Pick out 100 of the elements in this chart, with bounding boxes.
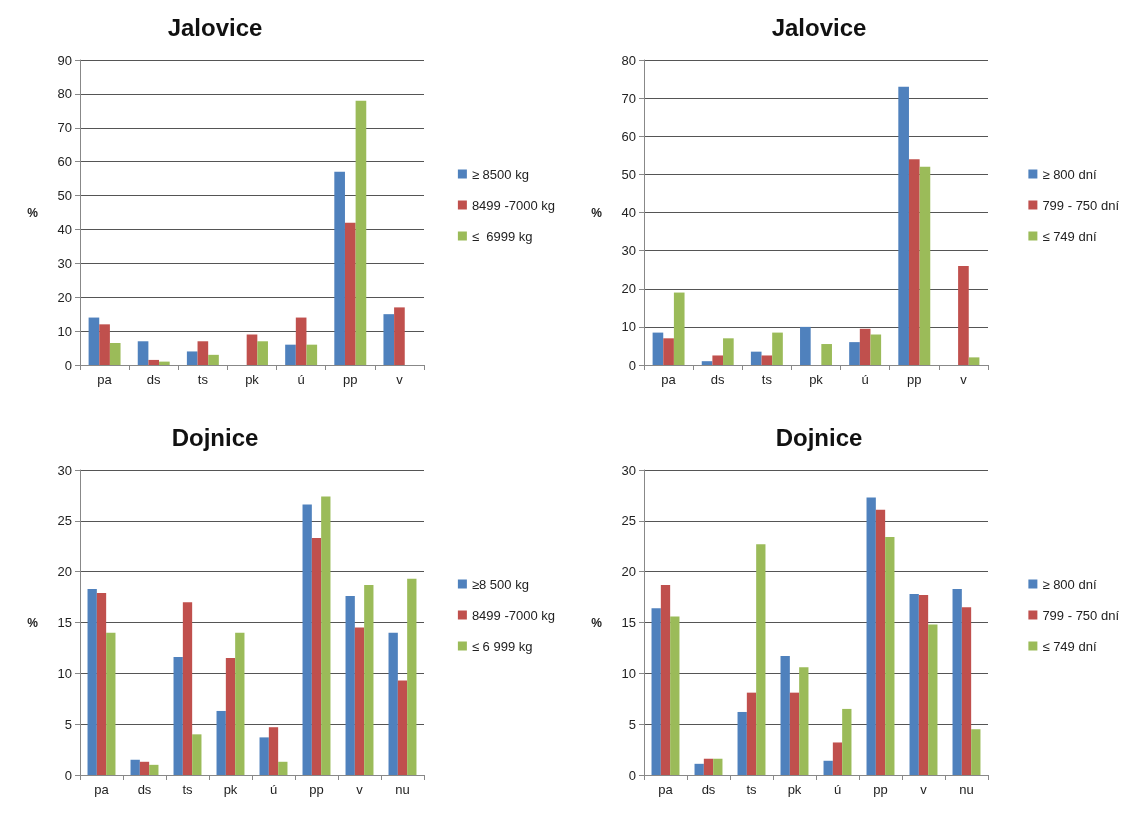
legend-label: ≥8 500 kg [471,576,529,592]
bar [159,361,170,365]
legend-label: ≥ 800 dní [1042,576,1097,592]
bar [701,361,713,365]
bar [952,588,962,775]
x-tick-label: pk [245,372,260,387]
bar [208,354,219,365]
bar [285,344,296,365]
bar [908,159,920,365]
x-tick-label: pk [809,372,824,387]
bar [918,595,929,775]
y-tick-label: 30 [57,462,72,478]
x-tick-label: ts [197,372,209,387]
y-tick-label: 25 [57,513,72,529]
bar [919,166,931,365]
bar [137,341,149,365]
legend-label: 799 - 750 dní [1042,607,1120,623]
y-axis-title: % [591,615,603,630]
x-tick-label: ts [761,372,773,387]
x-tick-label: pa [94,782,110,797]
y-tick-label: 5 [64,716,72,732]
bar [750,351,762,365]
bar [257,341,268,365]
bar [148,359,160,365]
bar [99,324,110,365]
y-tick-label: 30 [57,255,72,271]
bar [885,537,895,775]
y-tick-label: 25 [621,513,636,529]
bar [173,657,183,775]
chart-title: Dojnice [171,423,259,451]
y-tick-label: 30 [621,243,636,259]
bar [772,332,783,365]
y-tick-label: 15 [621,615,636,630]
bar [928,624,938,775]
legend-label: ≤ 749 dní [1042,638,1097,654]
x-tick-label: pk [223,782,238,797]
bar [737,711,747,775]
bar [235,632,245,775]
bar [958,265,969,365]
y-tick-label: 20 [57,289,72,305]
x-tick-label: pp [309,782,324,797]
bar [713,758,723,775]
bar [259,737,269,775]
bar [670,616,680,775]
x-tick-label: pp [873,782,888,797]
bar [344,222,356,365]
y-tick-label: 40 [621,205,636,220]
bar [663,338,674,365]
y-tick-label: 30 [621,462,636,478]
legend-label: 8499 -7000 kg [471,607,555,623]
bar [182,602,193,775]
bar [246,334,258,365]
bar [388,632,398,775]
legend-label: ≤ 749 dní [1042,228,1097,244]
bar [407,578,417,775]
x-tick-label: nu [395,782,410,797]
y-tick-label: 10 [57,665,72,681]
bar [197,341,209,365]
legend-label: 799 - 750 dní [1042,197,1120,213]
bar [225,658,236,775]
chart-title: Jalovice [771,13,867,41]
x-tick-label: v [356,782,364,797]
y-tick-label: 60 [57,154,72,170]
bar [186,351,198,365]
bar [216,710,226,775]
bar [354,627,365,775]
x-tick-label: ds [701,782,716,797]
y-tick-label: 50 [57,188,72,204]
bar [968,357,980,365]
y-tick-label: 0 [628,767,636,783]
bar [334,171,345,365]
bar [909,594,919,775]
bar [660,584,671,775]
bar [302,504,312,775]
x-tick-label: pa [661,372,677,387]
x-tick-label: nu [959,782,974,797]
y-tick-label: 20 [621,281,636,297]
bar [761,355,773,365]
bar [130,759,140,775]
bar [780,656,790,775]
y-tick-label: 70 [621,90,636,106]
legend-label: 8499 -7000 kg [471,197,555,213]
y-tick-label: 50 [621,166,636,182]
bar [789,692,800,775]
bar [87,588,97,775]
bar [278,761,288,775]
y-tick-label: 10 [621,319,636,335]
y-tick-label: 80 [621,52,636,68]
bar [875,509,886,775]
x-tick-label: ds [146,372,162,387]
bar [971,729,981,775]
x-tick-label: pk [787,782,802,797]
x-tick-label: ts [746,782,758,797]
bar [866,497,876,775]
legend-label: ≥ 8500 kg [471,166,529,182]
bar [311,538,322,775]
x-tick-label: ú [833,782,842,797]
y-tick-label: 0 [64,357,72,373]
bar [694,763,704,775]
bar [394,307,405,365]
